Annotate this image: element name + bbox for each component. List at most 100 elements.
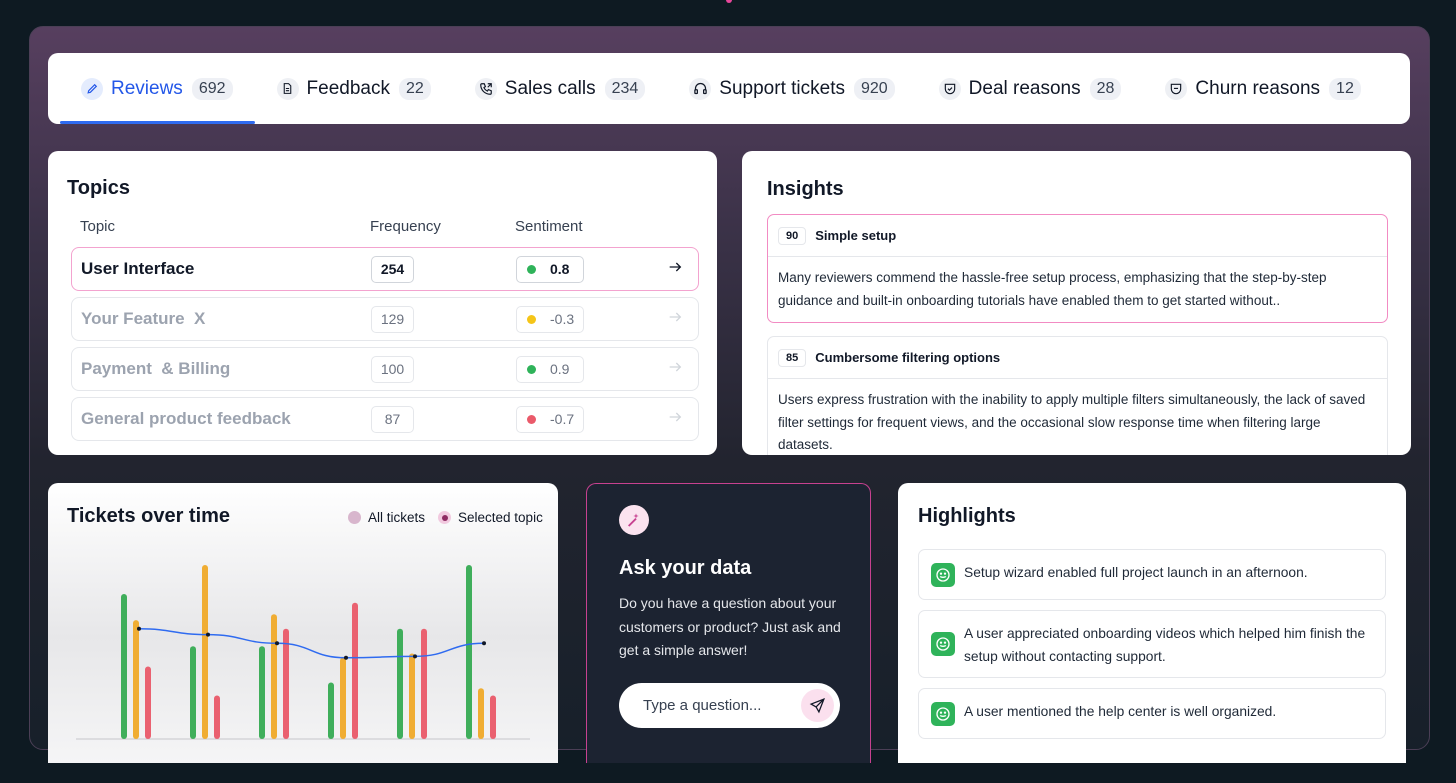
- topic-row-user-interface[interactable]: User Interface 254 0.8: [71, 247, 699, 291]
- chart-bar: [421, 628, 427, 739]
- insight-header: 85 Cumbersome filtering options: [768, 337, 1387, 379]
- highlight-item[interactable]: A user mentioned the help center is well…: [918, 688, 1386, 739]
- phone-call-icon: [474, 77, 497, 100]
- chart-bar: [397, 628, 403, 739]
- highlight-item[interactable]: Setup wizard enabled full project launch…: [918, 549, 1386, 600]
- sentiment-dot: [527, 364, 536, 374]
- chart-bar: [283, 628, 289, 739]
- column-sentiment: Sentiment: [515, 218, 583, 235]
- topic-row-your-feature-x[interactable]: Your Feature X 129 -0.3: [71, 297, 699, 341]
- tab-count: 28: [1089, 77, 1122, 100]
- chart-bar: [352, 602, 358, 739]
- chart-bar: [490, 695, 496, 739]
- column-topic: Topic: [80, 218, 116, 235]
- headset-icon: [689, 77, 712, 100]
- arrow-right-icon[interactable]: [667, 309, 683, 330]
- smile-icon: [931, 702, 955, 726]
- highlight-item[interactable]: A user appreciated onboarding videos whi…: [918, 610, 1386, 678]
- ask-title: Ask your data: [619, 557, 752, 579]
- highlight-text: A user mentioned the help center is well…: [964, 704, 1277, 719]
- smile-icon: [931, 632, 955, 656]
- insight-body: Users express frustration with the inabi…: [778, 392, 1366, 452]
- topic-name: General product feedback: [81, 409, 291, 428]
- insights-card: Insights 90 Simple setup Many reviewers …: [742, 151, 1411, 455]
- topic-row-payment-billing[interactable]: Payment & Billing 100 0.9: [71, 347, 699, 391]
- chart-bar: [214, 695, 220, 739]
- legend-swatch-all: [348, 511, 361, 524]
- chart-bar: [202, 565, 208, 739]
- insight-body: Many reviewers commend the hassle-free s…: [778, 270, 1327, 308]
- tab-count: 12: [1329, 77, 1361, 100]
- trend-point: [206, 632, 210, 637]
- tab-count: 920: [853, 77, 895, 100]
- insight-title: Cumbersome filtering options: [815, 350, 1001, 365]
- topic-frequency: 100: [371, 355, 414, 383]
- highlight-text: Setup wizard enabled full project launch…: [964, 565, 1308, 580]
- ask-description: Do you have a question about your custom…: [619, 595, 841, 658]
- trend-point: [137, 626, 141, 631]
- tab-count: 22: [398, 77, 431, 100]
- magic-wand-icon: [619, 505, 649, 535]
- topic-row-general-product-feedback[interactable]: General product feedback 87 -0.7: [71, 397, 699, 441]
- chart-bar: [259, 646, 265, 739]
- sentiment-dot: [527, 314, 536, 324]
- legend-all-tickets[interactable]: All tickets: [368, 510, 426, 525]
- shield-minus-icon: [1165, 77, 1188, 100]
- send-icon[interactable]: [801, 689, 834, 722]
- pencil-icon: [81, 77, 103, 100]
- smile-icon: [931, 563, 955, 587]
- tab-label: Reviews: [111, 77, 183, 99]
- topic-name: Your Feature X: [81, 309, 206, 328]
- sentiment-value: 0.9: [550, 361, 570, 377]
- arrow-right-icon[interactable]: [667, 409, 683, 430]
- chart-bar: [190, 646, 196, 739]
- source-tabs: Reviews 692 Feedback 22 Sales calls 234 …: [48, 53, 1410, 124]
- chart-bar: [133, 620, 139, 739]
- topic-sentiment: 0.8: [516, 255, 584, 283]
- highlight-text: A user appreciated onboarding videos whi…: [964, 626, 1366, 664]
- topics-title: Topics: [67, 177, 130, 199]
- tab-support-tickets[interactable]: Support tickets 920: [689, 53, 895, 124]
- chart-bar: [478, 688, 484, 739]
- question-placeholder: Type a question...: [643, 697, 762, 714]
- insight-header: 90 Simple setup: [768, 215, 1387, 257]
- trend-point: [275, 641, 279, 646]
- insight-item[interactable]: 85 Cumbersome filtering options Users ex…: [767, 336, 1388, 455]
- question-input[interactable]: Type a question...: [619, 683, 840, 728]
- tab-deal-reasons[interactable]: Deal reasons 28: [938, 53, 1122, 124]
- trend-point: [344, 655, 348, 660]
- tab-reviews[interactable]: Reviews 692: [60, 53, 254, 124]
- legend-selected-topic[interactable]: Selected topic: [458, 510, 543, 525]
- sentiment-value: -0.3: [550, 311, 575, 327]
- insight-item[interactable]: 90 Simple setup Many reviewers commend t…: [767, 214, 1388, 323]
- chart-bar: [328, 682, 334, 739]
- topic-frequency: 254: [371, 255, 414, 283]
- top-accent-dot: [726, 0, 732, 3]
- chart-bar: [340, 657, 346, 739]
- tab-label: Deal reasons: [968, 77, 1081, 99]
- tab-label: Feedback: [306, 77, 390, 99]
- topic-sentiment: 0.9: [516, 355, 584, 383]
- tab-sales-calls[interactable]: Sales calls 234: [474, 53, 646, 124]
- tab-label: Churn reasons: [1195, 77, 1321, 99]
- topic-name: User Interface: [81, 259, 195, 278]
- topic-name: Payment & Billing: [81, 359, 231, 378]
- highlights-card: Highlights Setup wizard enabled full pro…: [898, 483, 1406, 763]
- tab-feedback[interactable]: Feedback 22: [276, 53, 431, 124]
- ask-your-data-card: Ask your data Do you have a question abo…: [586, 483, 871, 763]
- insight-score: 90: [778, 226, 807, 245]
- topic-sentiment: -0.7: [516, 405, 584, 433]
- tickets-chart-card: Tickets over time All tickets Selected t…: [48, 483, 558, 763]
- topic-sentiment: -0.3: [516, 305, 584, 333]
- chart-bar: [145, 666, 151, 739]
- arrow-right-icon[interactable]: [667, 259, 683, 280]
- chart-bar: [271, 614, 277, 739]
- topic-frequency: 87: [371, 405, 414, 433]
- tickets-chart: [76, 565, 530, 740]
- tab-count: 234: [604, 77, 646, 100]
- tab-label: Sales calls: [504, 77, 596, 99]
- trend-point: [482, 641, 486, 646]
- arrow-right-icon[interactable]: [667, 359, 683, 380]
- legend-swatch-selected: [438, 511, 452, 524]
- tab-churn-reasons[interactable]: Churn reasons 12: [1165, 53, 1361, 124]
